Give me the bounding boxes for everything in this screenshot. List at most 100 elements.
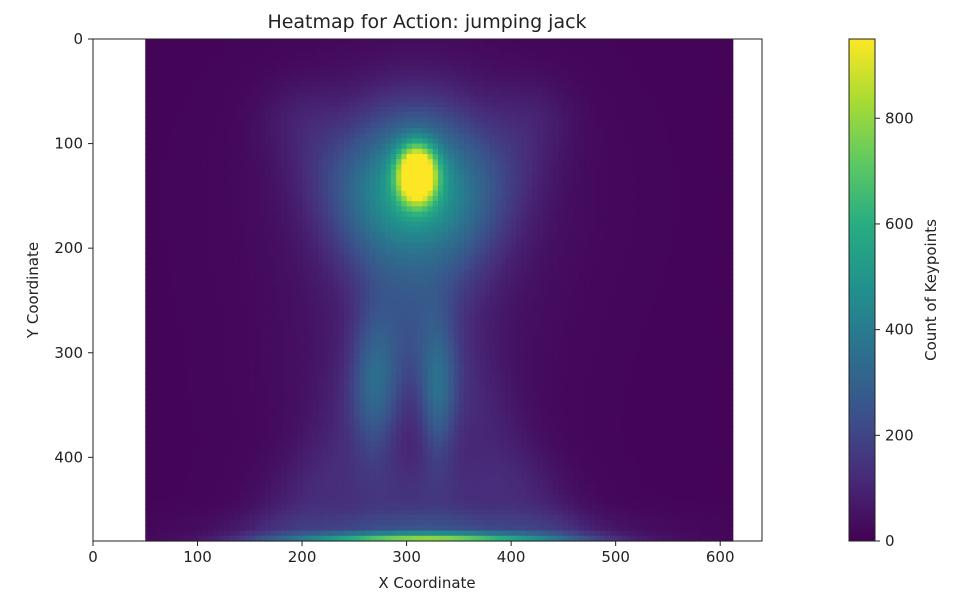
heatmap-cell (333, 326, 340, 333)
heatmap-cell (145, 211, 152, 218)
heatmap-cell (202, 441, 209, 448)
heatmap-cell (411, 394, 418, 401)
heatmap-cell (171, 467, 178, 474)
heatmap-cell (380, 279, 387, 286)
heatmap-cell (197, 59, 204, 66)
heatmap-cell (396, 357, 402, 364)
heatmap-cell (255, 410, 261, 417)
heatmap-cell (343, 425, 350, 432)
heatmap-cell (359, 70, 366, 77)
heatmap-cell (218, 467, 225, 474)
heatmap-cell (181, 373, 188, 380)
heatmap-cell (150, 96, 157, 103)
heatmap-cell (291, 242, 298, 249)
heatmap-cell (160, 279, 167, 286)
heatmap-cell (359, 410, 366, 417)
heatmap-cell (197, 342, 204, 349)
heatmap-cell (244, 499, 251, 505)
heatmap-cell (265, 269, 272, 275)
heatmap-cell (286, 478, 293, 485)
heatmap-cell (255, 101, 261, 108)
heatmap-cell (166, 305, 172, 312)
heatmap-cell (359, 201, 366, 207)
heatmap-cell (390, 342, 397, 349)
heatmap-cell (181, 363, 188, 370)
heatmap-cell (166, 242, 172, 249)
heatmap-cell (328, 127, 335, 134)
heatmap-cell (192, 86, 199, 92)
heatmap-cell (270, 211, 277, 218)
heatmap-cell (401, 357, 408, 364)
heatmap-cell (317, 326, 324, 333)
heatmap-cell (338, 321, 345, 328)
heatmap-cell (317, 80, 324, 87)
heatmap-cell (380, 488, 387, 495)
heatmap-cell (281, 483, 287, 490)
heatmap-cell (270, 195, 277, 202)
heatmap-cell (150, 373, 157, 380)
heatmap-cell (307, 452, 314, 458)
heatmap-cell (160, 253, 167, 260)
heatmap-cell (160, 467, 167, 474)
heatmap-cell (239, 253, 246, 260)
heatmap-cell (260, 232, 267, 239)
heatmap-cell (260, 363, 267, 370)
heatmap-cell (265, 337, 272, 343)
heatmap-cell (260, 154, 267, 160)
heatmap-cell (322, 290, 329, 296)
heatmap-cell (411, 467, 418, 474)
heatmap-cell (176, 342, 183, 349)
heatmap-cell (218, 378, 225, 385)
heatmap-cell (187, 415, 193, 422)
heatmap-cell (375, 326, 382, 333)
heatmap-cell (176, 180, 183, 187)
heatmap-cell (401, 378, 408, 385)
heatmap-cell (166, 279, 172, 286)
heatmap-cell (401, 201, 408, 207)
heatmap-cell (202, 446, 209, 453)
heatmap-cell (343, 148, 350, 155)
heatmap-cell (202, 337, 209, 343)
heatmap-cell (281, 352, 287, 359)
heatmap-cell (307, 148, 314, 155)
heatmap-cell (364, 357, 371, 364)
heatmap-cell (192, 357, 199, 364)
heatmap-cell (338, 300, 345, 307)
heatmap-cell (364, 185, 371, 192)
heatmap-cell (166, 258, 172, 265)
heatmap-cell (197, 337, 204, 343)
heatmap-cell (385, 446, 392, 453)
heatmap-cell (354, 300, 361, 307)
heatmap-cell (338, 154, 345, 160)
heatmap-cell (228, 473, 235, 479)
heatmap-cell (375, 117, 382, 124)
heatmap-cell (322, 133, 329, 139)
heatmap-cell (145, 493, 152, 500)
heatmap-cell (187, 54, 193, 61)
heatmap-cell (197, 284, 204, 291)
heatmap-cell (223, 389, 230, 396)
heatmap-cell (380, 86, 387, 92)
heatmap-cell (181, 91, 188, 98)
heatmap-cell (291, 363, 298, 370)
heatmap-cell (166, 154, 172, 160)
heatmap-cell (260, 263, 267, 270)
heatmap-cell (228, 462, 235, 469)
heatmap-cell (406, 274, 413, 281)
heatmap-cell (244, 405, 251, 411)
heatmap-cell (370, 446, 376, 453)
heatmap-cell (286, 195, 293, 202)
heatmap-cell (375, 44, 382, 51)
heatmap-cell (234, 368, 240, 375)
heatmap-cell (155, 378, 162, 385)
heatmap-cell (192, 509, 199, 516)
heatmap-cell (286, 237, 293, 244)
heatmap-cell (354, 169, 361, 176)
heatmap-cell (359, 399, 366, 406)
heatmap-cell (390, 467, 397, 474)
heatmap-cell (239, 452, 246, 458)
heatmap-cell (155, 148, 162, 155)
heatmap-cell (234, 394, 240, 401)
heatmap-cell (396, 394, 402, 401)
heatmap-cell (401, 504, 408, 511)
